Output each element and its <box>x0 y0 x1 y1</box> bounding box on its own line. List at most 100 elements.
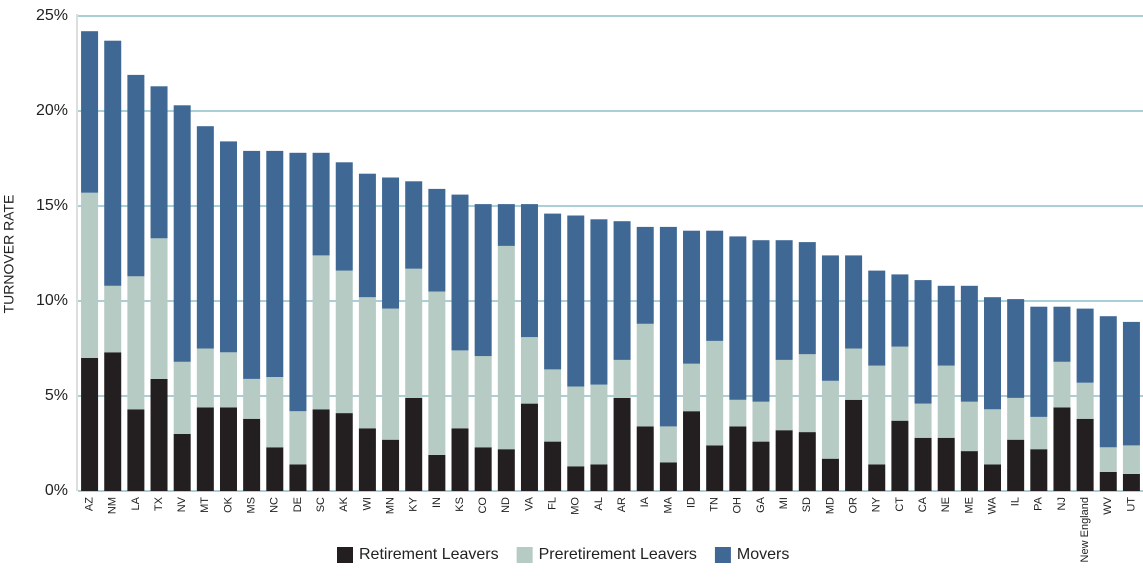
bar-segment <box>1030 449 1048 491</box>
bar-segment <box>613 359 631 398</box>
bar-segment <box>1053 407 1071 491</box>
bar-segment <box>474 204 492 357</box>
bar-segment <box>613 397 631 491</box>
legend-swatch <box>714 547 731 563</box>
bar-segment <box>937 365 955 438</box>
bar-segment <box>196 407 214 491</box>
bar-segment <box>497 204 515 246</box>
bar-segment <box>451 428 469 491</box>
bar-segment <box>127 74 145 277</box>
x-tick-label: AZ <box>83 497 95 511</box>
bar-segment <box>266 377 284 448</box>
bar-segment <box>127 276 145 410</box>
x-tick-label: NV <box>176 496 188 512</box>
bar-segment <box>868 464 886 491</box>
bar-segment <box>428 454 446 491</box>
bar-segment <box>984 297 1002 410</box>
bar-segment <box>683 411 701 491</box>
x-tick-label: NM <box>107 497 119 514</box>
legend-label: Preretirement Leavers <box>539 546 697 563</box>
bar-segment <box>1030 416 1048 450</box>
bar-segment <box>1122 473 1140 491</box>
bar-segment <box>150 86 168 239</box>
x-tick-label: IL <box>1010 497 1022 506</box>
bar-segment <box>474 356 492 448</box>
bar-segment <box>636 426 654 491</box>
bar-segment <box>173 361 191 434</box>
x-tick-label: AR <box>616 497 628 512</box>
x-tick-label: AK <box>338 496 350 511</box>
bar-segment <box>659 462 677 491</box>
bar-segment <box>428 188 446 292</box>
bar-segment <box>266 150 284 377</box>
bar-segment <box>960 451 978 491</box>
x-tick-label: WA <box>986 496 998 514</box>
bar-segment <box>544 213 562 370</box>
x-tick-label: PA <box>1033 496 1045 511</box>
bar-segment <box>567 466 585 491</box>
bar-segment <box>1007 397 1025 440</box>
bar-segment <box>335 413 353 491</box>
bar-segment <box>81 192 99 358</box>
bar-segment <box>196 126 214 349</box>
bar-segment <box>1099 316 1117 448</box>
x-tick-label: CT <box>894 497 906 512</box>
bar-segment <box>266 447 284 491</box>
x-tick-label: WI <box>361 497 373 510</box>
bar-segment <box>729 236 747 400</box>
bar-segment <box>173 105 191 362</box>
bar-segment <box>335 270 353 414</box>
bar-segment <box>358 297 376 429</box>
bar-segment <box>497 449 515 491</box>
bar-segment <box>845 348 863 400</box>
x-tick-label: CO <box>477 497 489 514</box>
y-tick-label: 20% <box>36 102 68 119</box>
bar-segment <box>752 240 770 402</box>
bar-segment <box>1099 447 1117 472</box>
x-tick-label: NY <box>871 496 883 512</box>
legend-label: Retirement Leavers <box>359 546 499 563</box>
bar-segment <box>960 401 978 452</box>
bar-segment <box>1030 306 1048 417</box>
x-tick-label: New England <box>1079 497 1091 562</box>
y-axis-label: TURNOVER RATE <box>1 195 17 314</box>
x-tick-label: TN <box>709 497 721 512</box>
bar-segment <box>358 173 376 298</box>
bar-segment <box>636 323 654 427</box>
bar-segment <box>683 363 701 412</box>
bar-segment <box>752 401 770 442</box>
bar-segment <box>729 426 747 491</box>
x-tick-label: NJ <box>1056 497 1068 510</box>
x-tick-label: MS <box>246 497 258 514</box>
bar-segment <box>382 439 400 491</box>
bar-segment <box>243 150 261 379</box>
bar-segment <box>891 274 909 347</box>
x-tick-label: GA <box>755 496 767 513</box>
x-tick-label: MA <box>662 496 674 513</box>
y-tick-label: 15% <box>36 197 68 214</box>
bar-segment <box>127 409 145 491</box>
bar-segment <box>497 245 515 450</box>
legend-swatch <box>337 547 353 563</box>
bar-segment <box>1053 306 1071 362</box>
bar-segment <box>405 181 423 269</box>
bar-segment <box>520 337 538 404</box>
x-tick-label: ME <box>963 497 975 514</box>
bar-segment <box>914 437 932 491</box>
bar-segment <box>173 434 191 491</box>
bar-segment <box>1099 472 1117 491</box>
bar-segment <box>590 464 608 491</box>
bar-segment <box>567 386 585 467</box>
bar-segment <box>775 240 793 360</box>
bar-segment <box>868 270 886 366</box>
bar-segment <box>1007 299 1025 398</box>
bar-segment <box>706 230 724 341</box>
x-tick-label: UT <box>1125 497 1137 512</box>
bar-segment <box>914 403 932 438</box>
bar-segment <box>729 399 747 427</box>
x-tick-label: CA <box>917 496 929 512</box>
bar-segment <box>1076 308 1094 383</box>
bar-segment <box>821 458 839 491</box>
bar-segment <box>289 464 307 491</box>
